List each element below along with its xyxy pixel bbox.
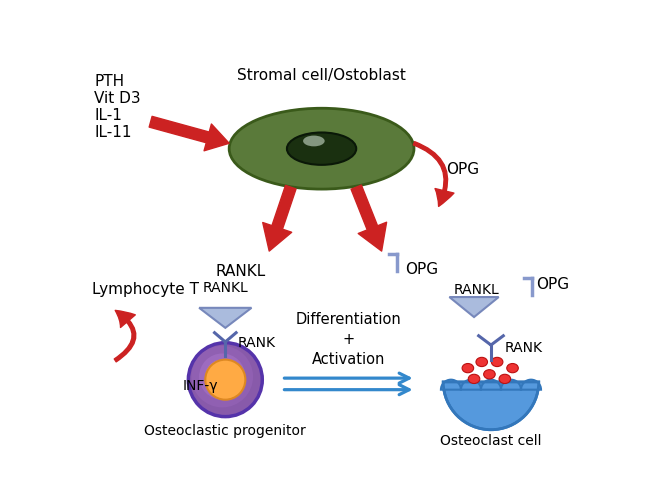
Circle shape: [199, 354, 245, 400]
Text: Vit D3: Vit D3: [94, 91, 141, 106]
Wedge shape: [501, 380, 521, 390]
Wedge shape: [443, 382, 539, 430]
Ellipse shape: [303, 136, 324, 146]
Text: RANKL: RANKL: [454, 283, 500, 297]
Text: OPG: OPG: [447, 162, 480, 177]
Text: RANK: RANK: [238, 337, 276, 351]
Ellipse shape: [287, 132, 356, 165]
Wedge shape: [521, 380, 541, 390]
Ellipse shape: [229, 108, 414, 189]
Text: IL-11: IL-11: [94, 125, 132, 140]
FancyArrowPatch shape: [351, 185, 387, 251]
Text: PTH: PTH: [94, 74, 125, 89]
Ellipse shape: [491, 357, 503, 367]
Text: RANKL: RANKL: [202, 281, 248, 295]
Circle shape: [192, 346, 253, 407]
Ellipse shape: [499, 374, 511, 384]
Wedge shape: [441, 380, 461, 390]
Circle shape: [205, 360, 245, 400]
Circle shape: [205, 360, 239, 393]
Text: OPG: OPG: [536, 277, 569, 292]
Text: IL-1: IL-1: [94, 108, 122, 123]
Text: RANK: RANK: [505, 341, 543, 355]
Text: INF-γ: INF-γ: [183, 379, 218, 393]
Ellipse shape: [462, 364, 474, 373]
Ellipse shape: [468, 374, 480, 384]
Ellipse shape: [476, 357, 488, 367]
Text: RANKL: RANKL: [216, 264, 266, 279]
FancyArrowPatch shape: [413, 142, 454, 206]
Polygon shape: [449, 297, 499, 317]
Ellipse shape: [484, 370, 495, 379]
FancyArrowPatch shape: [149, 116, 229, 151]
Text: Differentiation
+
Activation: Differentiation + Activation: [296, 312, 402, 367]
Text: Lymphocyte T: Lymphocyte T: [92, 282, 199, 297]
Wedge shape: [481, 380, 501, 390]
Circle shape: [188, 343, 263, 417]
Polygon shape: [199, 308, 252, 328]
Text: Osteoclast cell: Osteoclast cell: [440, 433, 541, 447]
Wedge shape: [461, 380, 481, 390]
FancyArrowPatch shape: [114, 311, 136, 362]
Text: Osteoclastic progenitor: Osteoclastic progenitor: [144, 423, 306, 437]
FancyArrowPatch shape: [263, 185, 296, 251]
Text: OPG: OPG: [405, 262, 438, 277]
Ellipse shape: [507, 364, 518, 373]
Text: Stromal cell/Ostoblast: Stromal cell/Ostoblast: [237, 68, 406, 83]
FancyBboxPatch shape: [443, 382, 539, 388]
